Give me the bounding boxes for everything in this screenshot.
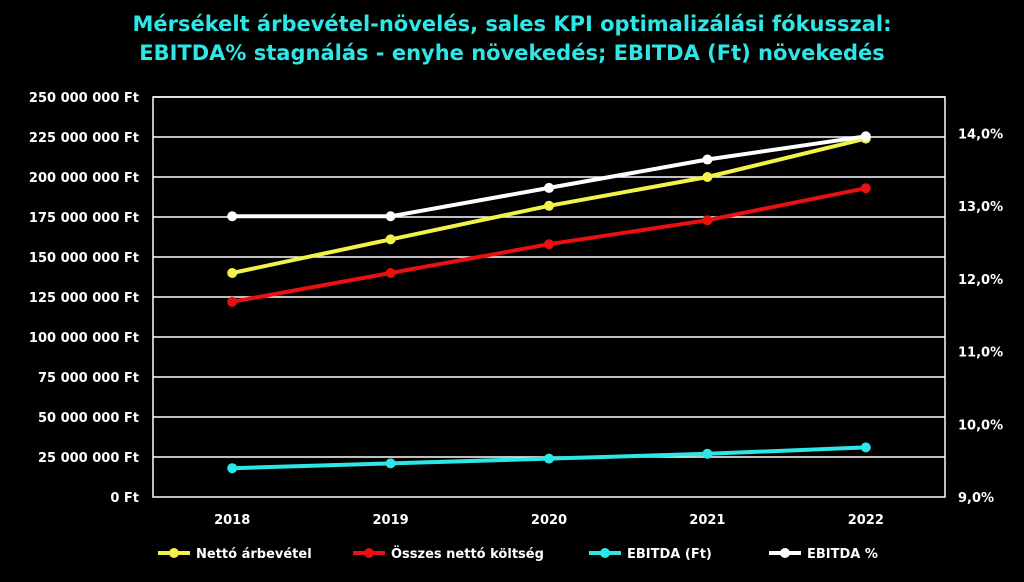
data-point	[227, 463, 238, 474]
x-tick-label: 2021	[689, 513, 725, 528]
series-group	[227, 133, 871, 278]
data-point	[227, 268, 238, 278]
data-point	[385, 268, 396, 278]
data-point	[544, 200, 554, 211]
legend-swatch-marker	[780, 548, 790, 558]
data-point	[702, 215, 713, 226]
right-axis-ticks: 9,0% 10,0% 11,0% 12,0% 13,0% 14,0%	[958, 127, 1003, 506]
grid-lines	[153, 96, 945, 458]
series-group	[227, 131, 871, 222]
left-tick-label: 50 000 000 Ft	[38, 411, 139, 426]
x-tick-label: 2019	[373, 513, 409, 528]
legend-item: EBITDA (Ft)	[589, 547, 712, 562]
legend-item: Nettó árbevétel	[158, 547, 312, 562]
x-axis-ticks: 2018 2019 2020 2021 2022	[214, 513, 884, 528]
data-point	[860, 183, 871, 194]
left-tick-label: 25 000 000 Ft	[38, 451, 139, 466]
data-point	[544, 182, 554, 193]
data-point	[860, 442, 871, 453]
left-tick-label: 175 000 000 Ft	[29, 211, 139, 226]
legend-item: Összes nettó költség	[353, 546, 544, 562]
series-layer	[227, 131, 871, 474]
legend-label: Összes nettó költség	[391, 546, 544, 562]
left-tick-label: 150 000 000 Ft	[29, 251, 139, 266]
right-tick-label: 9,0%	[958, 491, 994, 506]
left-tick-label: 125 000 000 Ft	[29, 291, 139, 306]
legend-item: EBITDA %	[769, 547, 878, 562]
left-tick-label: 200 000 000 Ft	[29, 171, 139, 186]
legend-swatch-marker	[364, 548, 374, 558]
data-point	[385, 211, 396, 222]
left-tick-label: 250 000 000 Ft	[29, 91, 139, 106]
legend: Nettó árbevétel Összes nettó költség EBITD…	[158, 546, 878, 562]
left-axis-ticks: 0 Ft 25 000 000 Ft 50 000 000 Ft 75 000 000…	[29, 91, 139, 506]
data-point	[702, 172, 713, 182]
legend-label: EBITDA (Ft)	[627, 547, 712, 562]
legend-swatch-marker	[600, 548, 610, 558]
data-point	[385, 234, 396, 245]
data-point	[544, 239, 554, 250]
chart-subtitle: EBITDA% stagnálás - enyhe növekedés; EBI…	[139, 41, 885, 65]
x-tick-label: 2020	[531, 513, 567, 528]
left-tick-label: 75 000 000 Ft	[38, 371, 139, 386]
series-group	[227, 442, 871, 474]
series-group	[227, 183, 871, 307]
data-point	[227, 211, 238, 222]
right-tick-label: 12,0%	[958, 273, 1003, 288]
right-tick-label: 11,0%	[958, 346, 1003, 361]
left-tick-label: 225 000 000 Ft	[29, 131, 139, 146]
chart-title-block: Mérsékelt árbevétel-növelés, sales KPI o…	[0, 10, 1024, 68]
data-point	[544, 453, 554, 464]
right-tick-label: 13,0%	[958, 200, 1003, 215]
x-tick-label: 2022	[848, 513, 884, 528]
left-tick-label: 100 000 000 Ft	[29, 331, 139, 346]
right-tick-label: 14,0%	[958, 127, 1003, 142]
legend-swatch-marker	[169, 548, 179, 558]
data-point	[702, 448, 713, 459]
x-tick-label: 2018	[214, 513, 250, 528]
data-point	[385, 458, 396, 469]
chart-title: Mérsékelt árbevétel-növelés, sales KPI o…	[132, 12, 892, 36]
plot-area-frame	[152, 96, 946, 498]
legend-label: EBITDA %	[807, 547, 878, 562]
data-point	[702, 154, 713, 165]
right-tick-label: 10,0%	[958, 418, 1003, 433]
data-point	[227, 296, 238, 307]
legend-label: Nettó árbevétel	[196, 547, 312, 562]
left-tick-label: 0 Ft	[110, 491, 139, 506]
data-point	[860, 131, 871, 142]
